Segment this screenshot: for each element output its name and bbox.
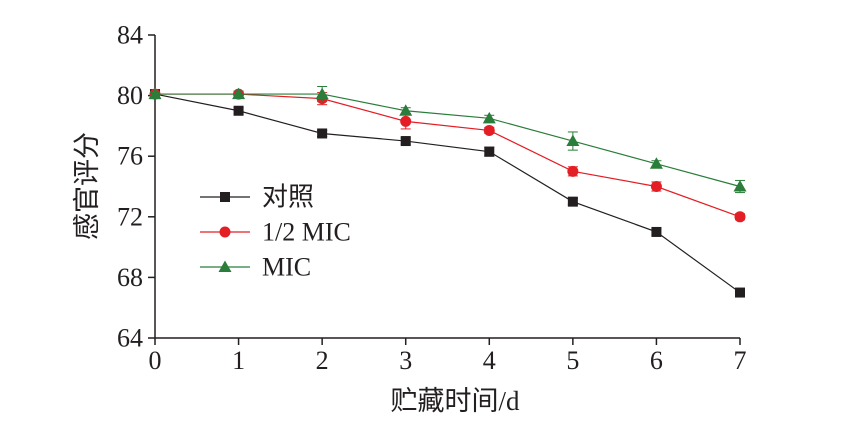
x-ticks: 0 1 2 3 4 5 6 7 xyxy=(149,338,747,375)
legend-item-2: MIC xyxy=(200,253,311,282)
series-2-point xyxy=(315,87,329,100)
series-1-line xyxy=(155,93,741,218)
series-0-point xyxy=(651,226,662,237)
series-0-point xyxy=(567,196,578,207)
y-tick-label: 76 xyxy=(117,142,143,171)
series-2-point xyxy=(399,104,413,116)
y-tick-label: 72 xyxy=(117,202,143,231)
legend-item-0: 对照 xyxy=(200,183,314,212)
series-0 xyxy=(150,89,745,298)
legend: 对照 1/2 MIC MIC xyxy=(200,183,351,282)
series-1-point xyxy=(483,124,495,136)
x-tick-label: 4 xyxy=(483,346,496,375)
series-2-point xyxy=(566,134,580,147)
series-1-point xyxy=(400,115,412,127)
y-tick-label: 64 xyxy=(117,324,143,353)
x-tick-label: 0 xyxy=(149,346,162,375)
series-0-point xyxy=(735,287,745,298)
legend-marker xyxy=(220,192,230,202)
legend-label: MIC xyxy=(262,253,311,282)
y-tick-label: 68 xyxy=(117,263,143,292)
series-2-line xyxy=(155,93,741,188)
x-tick-label: 1 xyxy=(232,346,245,375)
legend-label: 对照 xyxy=(262,183,314,212)
legend-marker xyxy=(219,226,231,238)
series-1-point xyxy=(734,211,746,223)
x-tick-label: 6 xyxy=(650,346,663,375)
y-tick-label: 84 xyxy=(117,21,143,50)
series-2-point xyxy=(148,87,162,100)
x-axis-title: 贮藏时间/d xyxy=(390,386,520,416)
x-tick-label: 3 xyxy=(399,346,412,375)
series-1-point xyxy=(567,165,579,177)
y-tick-label: 80 xyxy=(117,81,143,110)
y-axis-title: 感官评分 xyxy=(72,132,102,240)
series-0-point xyxy=(484,146,495,157)
series-2-point xyxy=(232,87,246,100)
series-2-point xyxy=(733,180,747,192)
series-2 xyxy=(148,86,747,194)
x-tick-label: 7 xyxy=(734,346,747,375)
legend-item-1: 1/2 MIC xyxy=(200,218,351,247)
series-2-point xyxy=(482,111,496,124)
series-0-line xyxy=(154,93,741,294)
x-tick-label: 2 xyxy=(316,346,329,375)
series-2-point xyxy=(649,157,663,169)
series-0-point xyxy=(233,105,244,116)
x-tick-label: 5 xyxy=(566,346,579,375)
series-layer xyxy=(148,86,747,298)
series-1-point xyxy=(650,181,662,192)
axes xyxy=(154,35,740,339)
legend-label: 1/2 MIC xyxy=(262,218,351,247)
legend-marker xyxy=(218,260,232,272)
y-ticks: 64 68 72 76 80 84 xyxy=(117,21,155,353)
series-0-point xyxy=(400,136,411,147)
series-0-point xyxy=(317,128,328,139)
